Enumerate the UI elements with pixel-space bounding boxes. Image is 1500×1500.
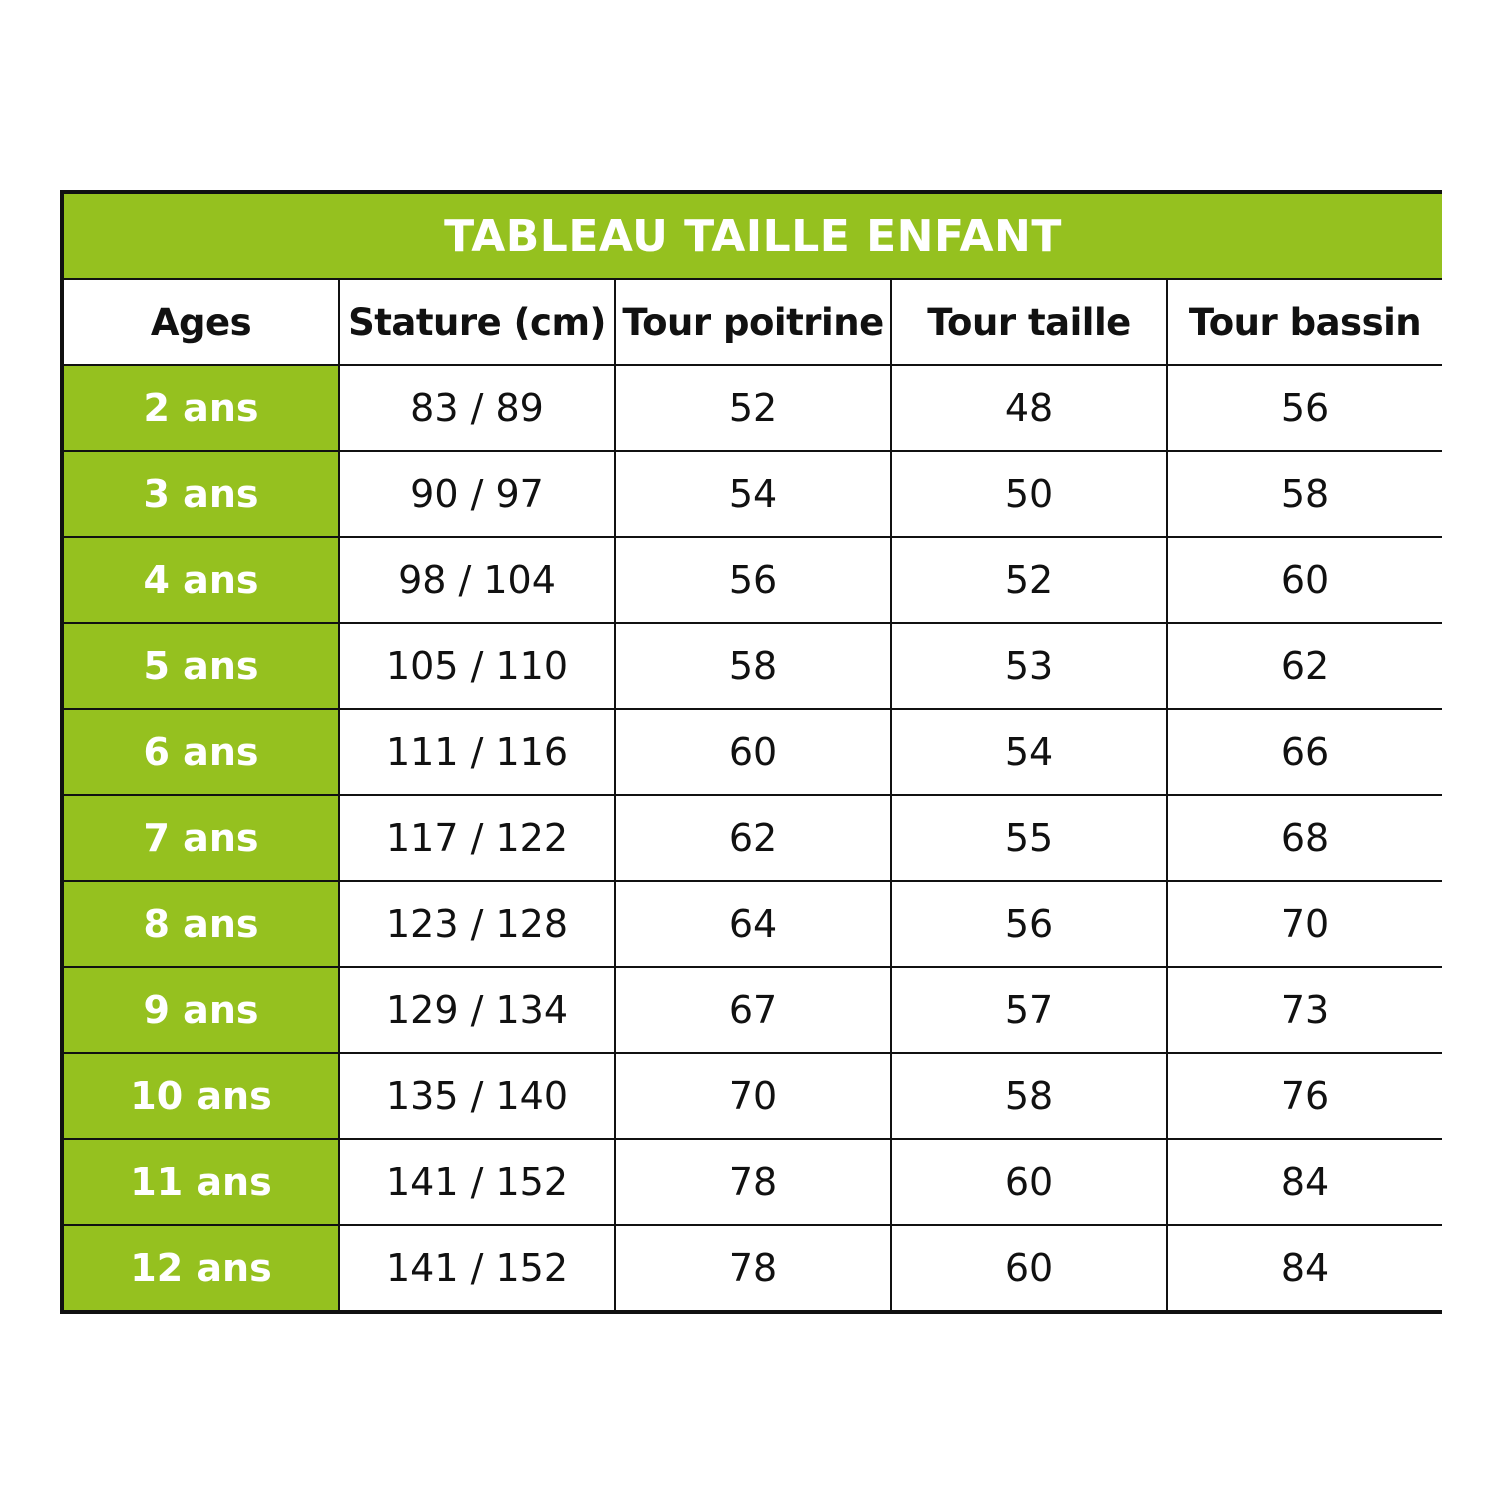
table-cell-tour-poitrine: 58 — [616, 624, 890, 708]
row-label-age: 12 ans — [64, 1226, 338, 1310]
table-cell-tour-taille: 57 — [892, 968, 1166, 1052]
row-label-age: 10 ans — [64, 1054, 338, 1138]
table-cell-tour-taille: 60 — [892, 1226, 1166, 1310]
table-cell-tour-poitrine: 67 — [616, 968, 890, 1052]
row-label-age: 11 ans — [64, 1140, 338, 1224]
table-cell-tour-taille: 55 — [892, 796, 1166, 880]
table-cell-stature: 123 / 128 — [340, 882, 614, 966]
table-cell-tour-taille: 54 — [892, 710, 1166, 794]
column-header-tour-poitrine: Tour poitrine — [616, 280, 890, 364]
table-cell-tour-poitrine: 64 — [616, 882, 890, 966]
table-cell-stature: 105 / 110 — [340, 624, 614, 708]
table-cell-tour-bassin: 58 — [1168, 452, 1442, 536]
row-label-age: 8 ans — [64, 882, 338, 966]
table-cell-tour-taille: 48 — [892, 366, 1166, 450]
table-cell-stature: 83 / 89 — [340, 366, 614, 450]
row-label-age: 6 ans — [64, 710, 338, 794]
table-title: TABLEAU TAILLE ENFANT — [64, 194, 1442, 278]
table-cell-stature: 141 / 152 — [340, 1140, 614, 1224]
table-cell-tour-poitrine: 56 — [616, 538, 890, 622]
table-cell-tour-bassin: 60 — [1168, 538, 1442, 622]
table-cell-tour-bassin: 84 — [1168, 1140, 1442, 1224]
table-cell-tour-bassin: 84 — [1168, 1226, 1442, 1310]
table-cell-tour-poitrine: 60 — [616, 710, 890, 794]
column-header-tour-bassin: Tour bassin — [1168, 280, 1442, 364]
row-label-age: 5 ans — [64, 624, 338, 708]
column-header-stature: Stature (cm) — [340, 280, 614, 364]
table-cell-stature: 141 / 152 — [340, 1226, 614, 1310]
table-cell-tour-bassin: 68 — [1168, 796, 1442, 880]
table-cell-tour-taille: 53 — [892, 624, 1166, 708]
row-label-age: 3 ans — [64, 452, 338, 536]
table-cell-tour-bassin: 66 — [1168, 710, 1442, 794]
table-cell-stature: 98 / 104 — [340, 538, 614, 622]
table-cell-stature: 117 / 122 — [340, 796, 614, 880]
table-cell-tour-poitrine: 62 — [616, 796, 890, 880]
table-cell-tour-taille: 52 — [892, 538, 1166, 622]
table-cell-tour-bassin: 62 — [1168, 624, 1442, 708]
table-cell-tour-bassin: 73 — [1168, 968, 1442, 1052]
table-cell-tour-taille: 60 — [892, 1140, 1166, 1224]
table-cell-tour-taille: 50 — [892, 452, 1166, 536]
table-cell-tour-poitrine: 78 — [616, 1226, 890, 1310]
row-label-age: 9 ans — [64, 968, 338, 1052]
table-cell-stature: 129 / 134 — [340, 968, 614, 1052]
table-cell-tour-poitrine: 70 — [616, 1054, 890, 1138]
table-cell-tour-bassin: 70 — [1168, 882, 1442, 966]
column-header-tour-taille: Tour taille — [892, 280, 1166, 364]
table-cell-tour-taille: 56 — [892, 882, 1166, 966]
size-chart-table: TABLEAU TAILLE ENFANT Ages Stature (cm) To… — [60, 190, 1442, 1314]
table-cell-stature: 135 / 140 — [340, 1054, 614, 1138]
table-cell-stature: 90 / 97 — [340, 452, 614, 536]
table-cell-stature: 111 / 116 — [340, 710, 614, 794]
column-header-age: Ages — [64, 280, 338, 364]
table-cell-tour-taille: 58 — [892, 1054, 1166, 1138]
table-cell-tour-poitrine: 78 — [616, 1140, 890, 1224]
table-cell-tour-poitrine: 52 — [616, 366, 890, 450]
row-label-age: 2 ans — [64, 366, 338, 450]
table-cell-tour-bassin: 56 — [1168, 366, 1442, 450]
table-cell-tour-bassin: 76 — [1168, 1054, 1442, 1138]
row-label-age: 4 ans — [64, 538, 338, 622]
table-cell-tour-poitrine: 54 — [616, 452, 890, 536]
row-label-age: 7 ans — [64, 796, 338, 880]
